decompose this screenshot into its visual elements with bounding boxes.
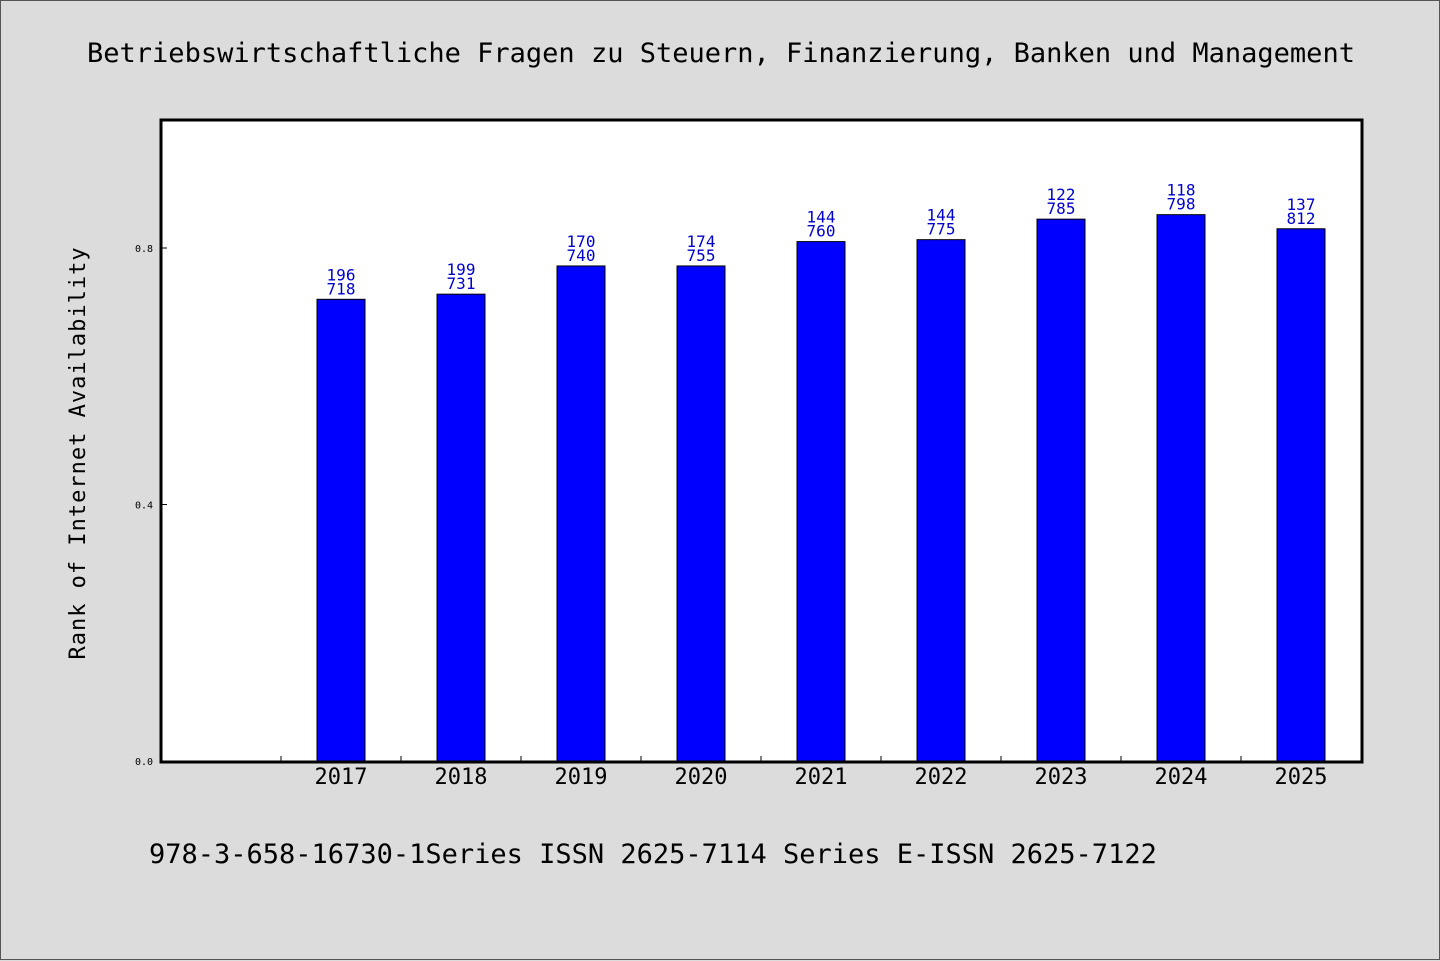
bar-2018 bbox=[436, 293, 486, 762]
x-tick-label: 2021 bbox=[795, 765, 848, 790]
bar-label-top: 170 bbox=[567, 232, 596, 251]
bar-label-bottom: 798 bbox=[1167, 195, 1196, 214]
bar-label-bottom: 740 bbox=[567, 246, 596, 265]
x-tick-label: 2019 bbox=[555, 765, 608, 790]
bar-label-top: 174 bbox=[687, 232, 716, 251]
bar-2019 bbox=[556, 265, 606, 762]
bar-2021 bbox=[796, 241, 846, 762]
bar-label-bottom: 812 bbox=[1287, 209, 1316, 228]
bar-label-top: 199 bbox=[447, 260, 476, 279]
bar-label-bottom: 718 bbox=[327, 279, 356, 298]
bar-2024 bbox=[1156, 214, 1206, 762]
x-axis: 2017 2018 2019 2020 2021 2022 2023 2024 2025 bbox=[280, 756, 1362, 790]
bar-label-top: 144 bbox=[807, 208, 836, 227]
x-tick-label: 2017 bbox=[315, 765, 368, 790]
y-tick-label: 0.8 bbox=[135, 244, 153, 255]
x-tick-label: 2024 bbox=[1155, 765, 1208, 790]
y-tick-label: 0.0 bbox=[135, 757, 153, 768]
bar-label-bottom: 785 bbox=[1047, 199, 1076, 218]
bar-label-top: 118 bbox=[1167, 181, 1196, 200]
bar-label-bottom: 755 bbox=[687, 246, 716, 265]
bar-2023 bbox=[1036, 218, 1086, 762]
bar-label-bottom: 731 bbox=[447, 274, 476, 293]
bar-label-top: 122 bbox=[1047, 185, 1076, 204]
x-tick-label: 2025 bbox=[1275, 765, 1328, 790]
x-tick-label: 2018 bbox=[435, 765, 488, 790]
bar-label-top: 196 bbox=[327, 265, 356, 284]
bar-2020 bbox=[676, 265, 726, 762]
chart-title: Betriebswirtschaftliche Fragen zu Steuer… bbox=[87, 38, 1355, 69]
bar-2017 bbox=[316, 298, 366, 762]
y-axis-label: Rank of Internet Availability bbox=[66, 246, 91, 659]
x-tick-label: 2022 bbox=[915, 765, 968, 790]
bar-label-top: 137 bbox=[1287, 195, 1316, 214]
x-tick-label: 2023 bbox=[1035, 765, 1088, 790]
bar-label-bottom: 775 bbox=[927, 220, 956, 239]
bars-group bbox=[316, 214, 1326, 762]
data-labels-group: 1967181997311707401747551447601447751227… bbox=[327, 181, 1316, 299]
y-tick-label: 0.4 bbox=[135, 501, 153, 512]
footer-isbn-text: 978-3-658-16730-1Series ISSN 2625-7114 S… bbox=[149, 839, 1157, 870]
bar-2022 bbox=[916, 239, 966, 762]
bar-label-bottom: 760 bbox=[807, 222, 836, 241]
y-axis: 0.0 0.4 0.8 bbox=[135, 244, 167, 768]
bar-label-top: 144 bbox=[927, 206, 956, 225]
bar-2025 bbox=[1276, 228, 1326, 762]
x-tick-label: 2020 bbox=[675, 765, 728, 790]
